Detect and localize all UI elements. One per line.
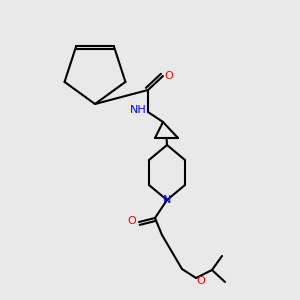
- Text: NH: NH: [130, 105, 146, 115]
- Text: N: N: [163, 195, 171, 205]
- Text: O: O: [165, 71, 173, 81]
- Text: O: O: [128, 216, 136, 226]
- Text: O: O: [196, 276, 206, 286]
